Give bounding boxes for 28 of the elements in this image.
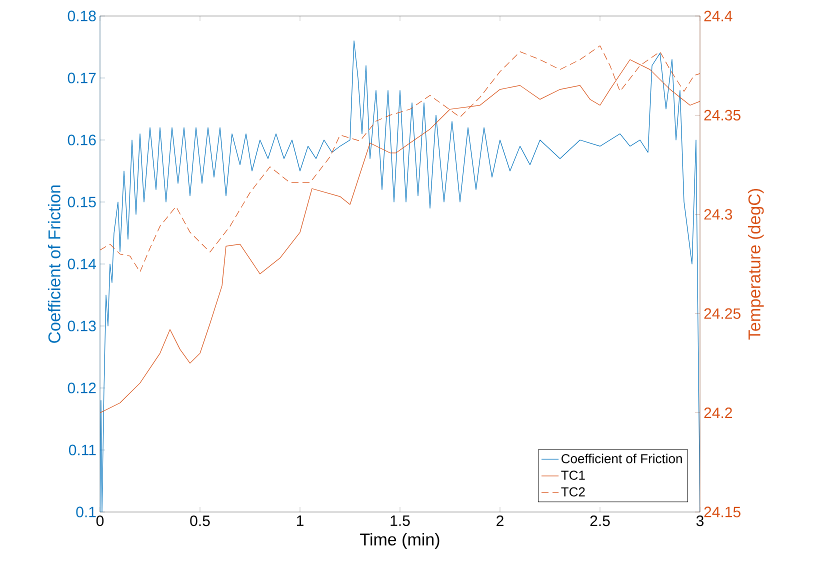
- y-tick-label: 0.11: [68, 444, 96, 456]
- y-tick-label: 0.16: [68, 134, 96, 146]
- y-tick-label: 0.1: [76, 506, 96, 518]
- y-tick-label: 0.12: [68, 382, 96, 394]
- x-tick-label: 1: [296, 516, 304, 526]
- x-tick-label: 0.5: [190, 516, 210, 526]
- y-tick-label: 0.14: [68, 258, 96, 270]
- x-tick-label: 1.5: [390, 516, 410, 526]
- y-tick-label: 0.15: [68, 196, 96, 208]
- y-tick-label: 0.18: [68, 10, 96, 22]
- y-tick-label: 0.17: [68, 72, 96, 84]
- legend-label: TC1: [561, 470, 585, 480]
- y-axis-title: Coefficient of Friction: [48, 185, 60, 343]
- x-tick-label: 0: [96, 516, 104, 526]
- x-tick-label: 2.5: [590, 516, 610, 526]
- y2-tick-label: 24.25: [704, 308, 740, 319]
- y-tick-label: 0.13: [68, 320, 96, 332]
- legend-label: TC2: [561, 487, 585, 496]
- x-tick-label: 2: [496, 516, 504, 526]
- y2-tick-label: 24.3: [704, 209, 732, 220]
- y2-tick-label: 24.15: [704, 506, 740, 518]
- x-axis-title: Time (min): [360, 533, 440, 549]
- y2-tick-label: 24.35: [704, 110, 740, 120]
- x-tick-label: 3: [696, 516, 704, 526]
- y2-axis-title: Temperature (degC): [748, 189, 764, 340]
- legend-label: Coefficient of Friction: [562, 454, 682, 464]
- y2-tick-label: 24.4: [704, 10, 732, 22]
- y2-tick-label: 24.2: [704, 408, 732, 418]
